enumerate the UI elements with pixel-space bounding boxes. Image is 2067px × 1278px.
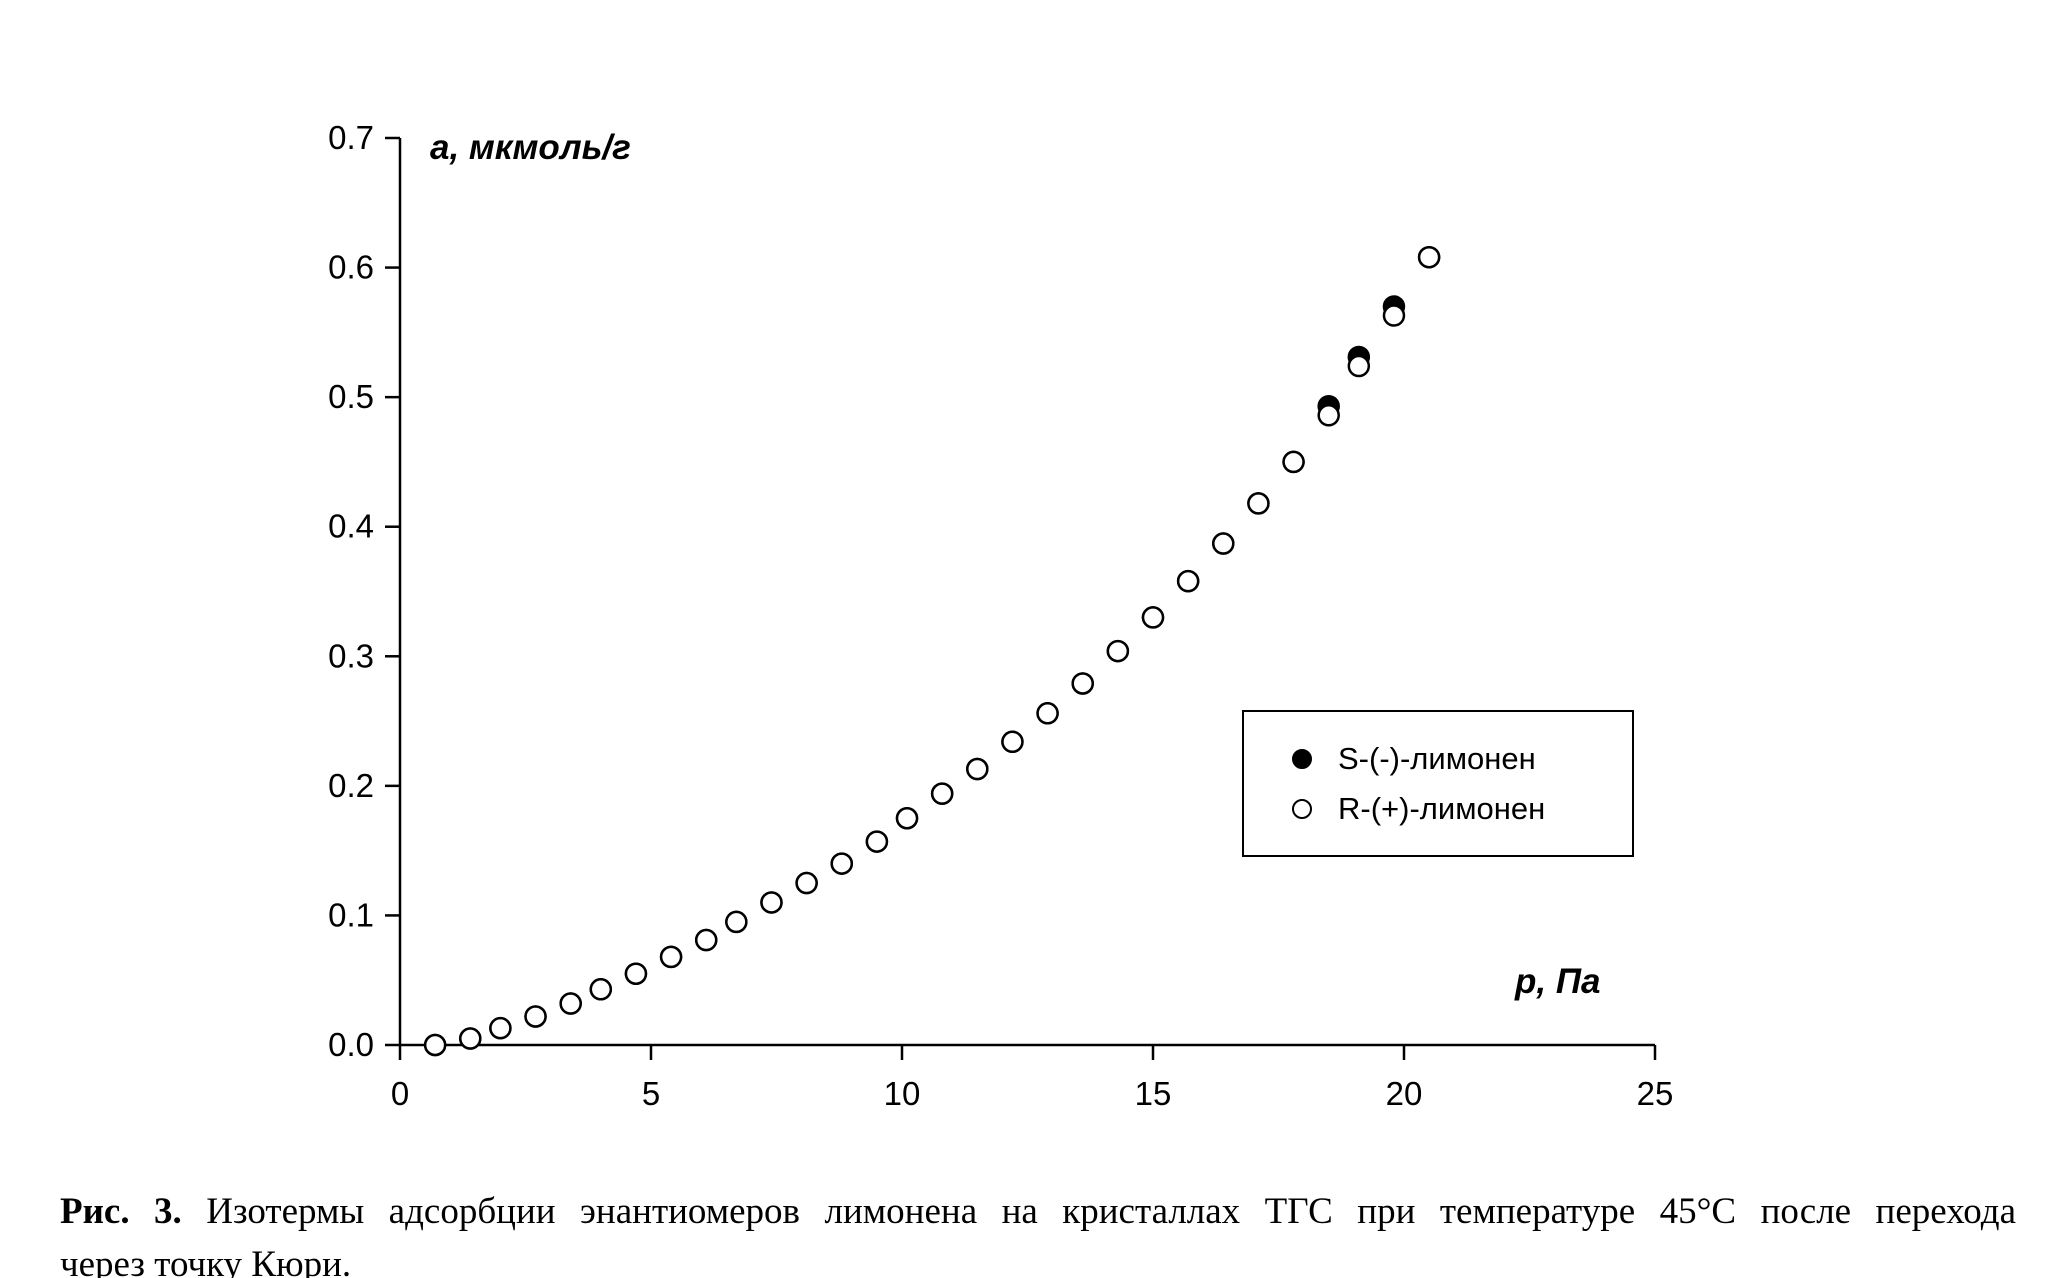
y-tick-label: 0.7 bbox=[328, 119, 374, 156]
caption-text-line1: Изотермы адсорбции энантиомеров лимонена… bbox=[206, 1191, 2016, 1232]
y-axis-title: a, мкмоль/г bbox=[430, 128, 631, 167]
data-point bbox=[1247, 492, 1270, 515]
data-point bbox=[725, 910, 748, 934]
data-point bbox=[524, 1005, 547, 1028]
data-point bbox=[760, 891, 783, 914]
series-R-(+)-лимонен bbox=[423, 245, 1441, 1057]
axes bbox=[398, 138, 1655, 1047]
legend-label-s: S-(-)-лимонен bbox=[1338, 740, 1536, 776]
data-point bbox=[489, 1016, 512, 1040]
legend-entry-s: S-(-)-лимонен bbox=[1292, 741, 1632, 777]
y-tick-label: 0.1 bbox=[328, 896, 374, 933]
data-point bbox=[589, 978, 613, 1001]
data-point bbox=[895, 807, 919, 830]
data-point bbox=[865, 830, 889, 853]
data-point bbox=[1212, 532, 1235, 555]
data-point bbox=[1141, 606, 1165, 629]
figure-caption: Рис. 3. Изотермы адсорбции энантиомеров … bbox=[60, 1186, 2016, 1278]
series-S-(-)-лимонен bbox=[423, 245, 1441, 1057]
data-point bbox=[795, 871, 818, 895]
y-tick-label: 0.5 bbox=[328, 378, 374, 415]
x-axis-title: p, Па bbox=[1515, 962, 1601, 1001]
caption-figure-number: Рис. 3. bbox=[60, 1191, 182, 1232]
x-tick-label: 0 bbox=[391, 1075, 409, 1112]
data-point bbox=[830, 852, 854, 875]
y-tick-label: 0.6 bbox=[328, 249, 374, 286]
x-tick-label: 10 bbox=[884, 1075, 921, 1112]
x-tick-label: 15 bbox=[1135, 1075, 1172, 1112]
data-point bbox=[1071, 672, 1094, 695]
data-point bbox=[423, 1033, 447, 1057]
caption-line-1: Рис. 3. Изотермы адсорбции энантиомеров … bbox=[60, 1186, 2016, 1239]
data-point bbox=[1001, 730, 1024, 754]
x-tick-label: 25 bbox=[1637, 1075, 1674, 1112]
y-axis-ticks: 0.0 0.1 0.2 0.3 0.4 0.5 0.6 0.7 bbox=[328, 119, 400, 1063]
open-circle-marker-icon bbox=[1292, 798, 1312, 819]
data-point bbox=[1317, 404, 1340, 427]
data-point bbox=[1417, 245, 1441, 269]
y-tick-label: 0.3 bbox=[328, 637, 374, 674]
x-tick-label: 5 bbox=[642, 1075, 660, 1112]
caption-line-2: через точку Кюри. bbox=[60, 1243, 352, 1278]
x-tick-label: 20 bbox=[1386, 1075, 1423, 1112]
data-point bbox=[930, 782, 954, 805]
data-point bbox=[1036, 702, 1059, 725]
data-point bbox=[694, 928, 718, 952]
data-point bbox=[1106, 639, 1130, 663]
data-point bbox=[1382, 304, 1406, 327]
y-tick-label: 0.4 bbox=[328, 508, 374, 545]
legend-entry-r: R-(+)-лимонен bbox=[1292, 791, 1632, 827]
data-point bbox=[1282, 450, 1305, 474]
data-point bbox=[559, 992, 582, 1015]
data-point bbox=[966, 757, 989, 781]
legend-label-r: R-(+)-лимонен bbox=[1338, 790, 1546, 826]
y-tick-label: 0.0 bbox=[328, 1026, 374, 1063]
filled-circle-marker-icon bbox=[1292, 748, 1312, 769]
x-axis-ticks: 0 5 10 15 20 25 bbox=[391, 1045, 1674, 1112]
y-tick-label: 0.2 bbox=[328, 767, 374, 804]
data-point bbox=[659, 945, 683, 969]
data-point bbox=[1176, 569, 1200, 593]
data-point bbox=[624, 962, 648, 985]
data-point bbox=[459, 1027, 482, 1050]
data-point bbox=[1347, 354, 1371, 378]
legend: S-(-)-лимонен R-(+)-лимонен bbox=[1242, 710, 1634, 857]
